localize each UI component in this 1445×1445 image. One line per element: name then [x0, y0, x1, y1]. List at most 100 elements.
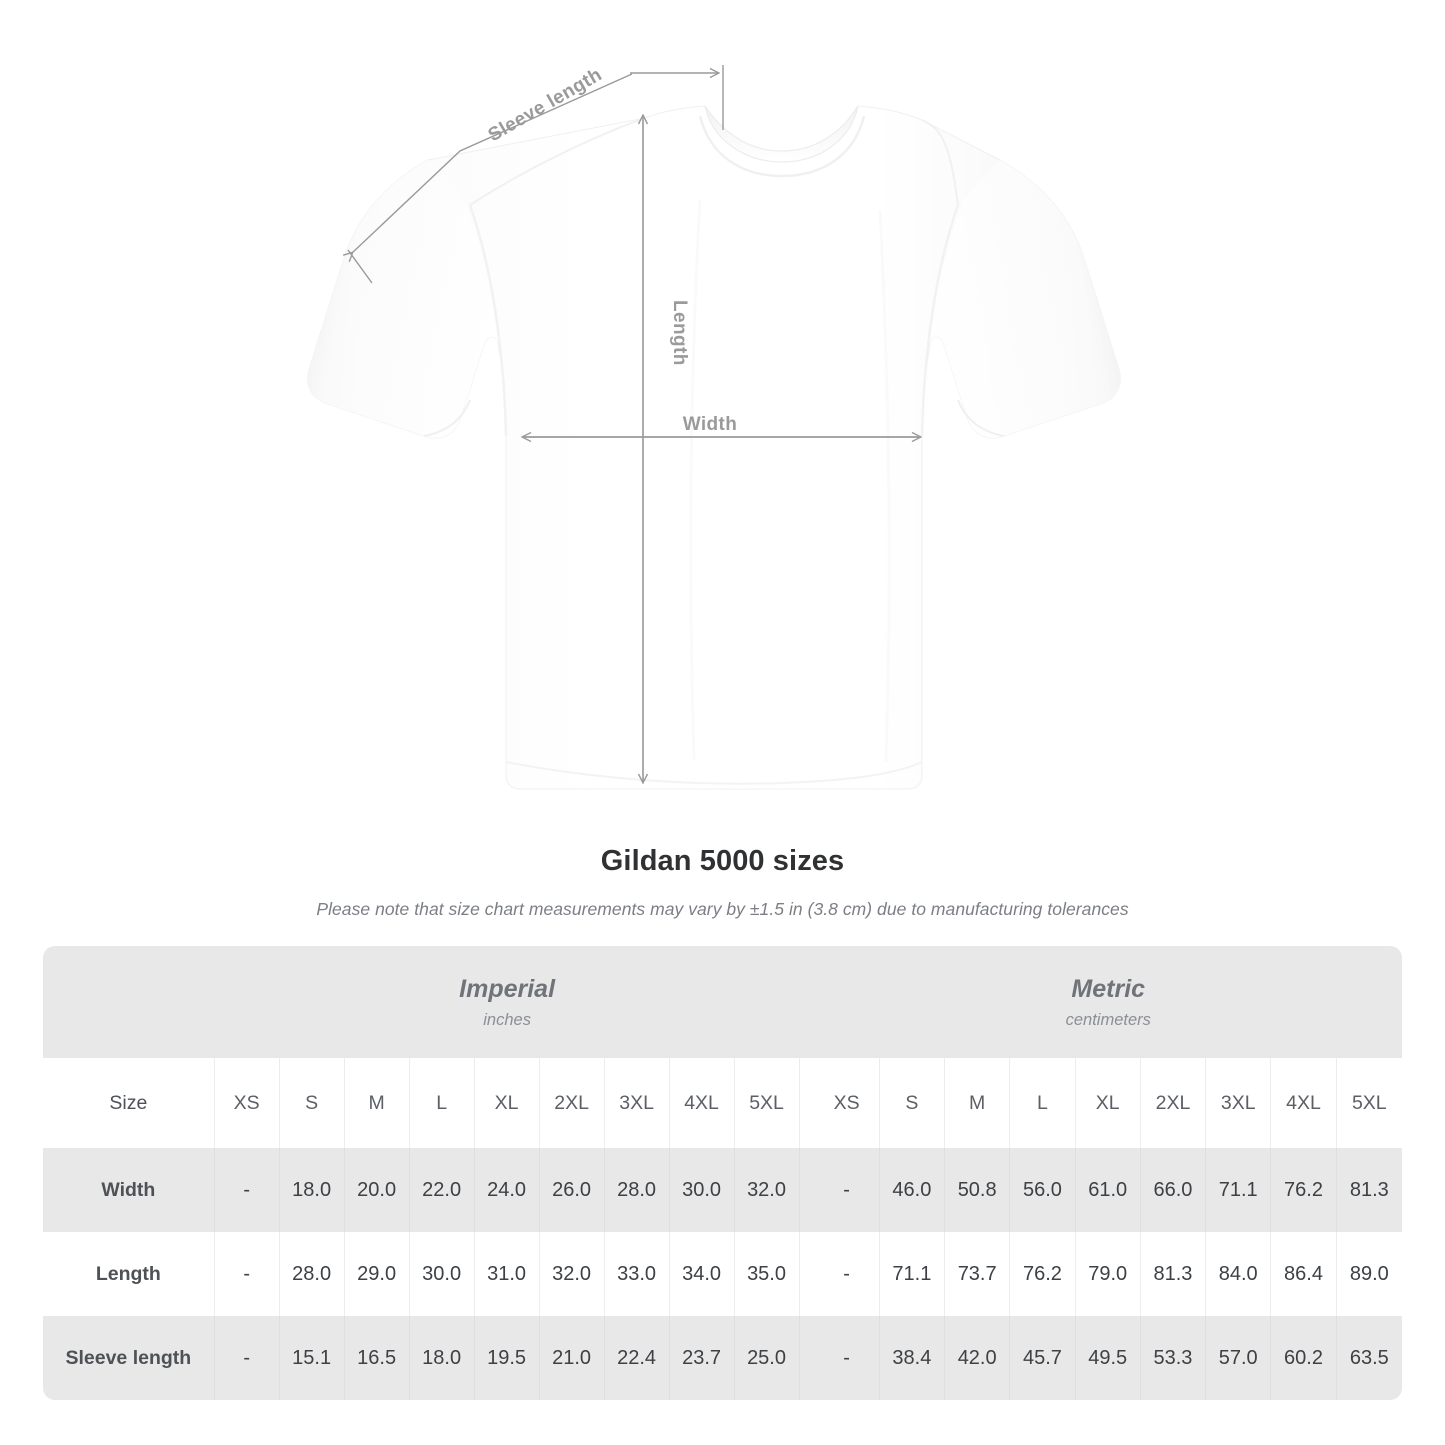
length-label: Length: [669, 300, 690, 366]
row-label-sleeve-length: Sleeve length: [43, 1316, 215, 1400]
cell-length-metric-xs: -: [814, 1232, 880, 1316]
cell-length-metric-3xl: 84.0: [1206, 1232, 1272, 1316]
size-header-metric-5xl: 5XL: [1336, 1058, 1402, 1148]
tolerance-note: Please note that size chart measurements…: [316, 899, 1129, 919]
cell-width-metric-2xl: 66.0: [1140, 1148, 1207, 1232]
cell-width-metric-5xl: 81.3: [1336, 1148, 1402, 1232]
title-block: Gildan 5000 sizes Please note that size …: [0, 845, 1445, 920]
unit-header-metric: Metric centimeters: [814, 946, 1402, 1058]
page-title: Gildan 5000 sizes: [600, 845, 845, 877]
size-header-metric-2xl: 2XL: [1140, 1058, 1207, 1148]
size-header-metric-4xl: 4XL: [1271, 1058, 1337, 1148]
width-label: Width: [683, 414, 738, 435]
cell-sleeve-gap: [799, 1316, 815, 1400]
cell-sleeve-metric-xl: 49.5: [1075, 1316, 1141, 1400]
size-header-imperial-4xl: 4XL: [669, 1058, 735, 1148]
cell-width-metric-s: 46.0: [879, 1148, 946, 1232]
tshirt-diagram: Sleeve length Length Width: [307, 64, 1121, 790]
size-header-label: Size: [43, 1058, 215, 1148]
size-header-imperial-m: M: [344, 1058, 410, 1148]
cell-sleeve-metric-5xl: 63.5: [1336, 1316, 1402, 1400]
cell-sleeve-metric-2xl: 53.3: [1140, 1316, 1207, 1400]
size-header-metric-m: M: [945, 1058, 1011, 1148]
cell-width-imperial-l: 22.0: [409, 1148, 475, 1232]
unit-header-imperial: Imperial inches: [214, 946, 800, 1058]
cell-width-metric-xs: -: [814, 1148, 880, 1232]
cell-length-metric-4xl: 86.4: [1271, 1232, 1337, 1316]
size-header-imperial-2xl: 2XL: [539, 1058, 605, 1148]
size-header-metric-s: S: [879, 1058, 946, 1148]
size-table: Imperial inches Metric centimeters Size …: [43, 946, 1402, 1400]
cell-sleeve-metric-3xl: 57.0: [1206, 1316, 1272, 1400]
sleeve-length-dimension: [348, 65, 724, 284]
cell-sleeve-imperial-2xl: 21.0: [539, 1316, 605, 1400]
size-header-gap: [799, 1058, 815, 1148]
unit-name-metric: Metric: [1071, 974, 1146, 1003]
size-header-imperial-s: S: [279, 1058, 345, 1148]
cell-sleeve-imperial-xs: -: [214, 1316, 280, 1400]
cell-length-metric-xl: 79.0: [1075, 1232, 1141, 1316]
cell-width-gap: [799, 1148, 815, 1232]
table-row: Length - 28.0 29.0 30.0 31.0 32.0 33.0 3…: [43, 1232, 1402, 1316]
cell-width-imperial-xs: -: [214, 1148, 280, 1232]
cell-length-imperial-xl: 31.0: [474, 1232, 540, 1316]
cell-length-metric-m: 73.7: [945, 1232, 1011, 1316]
cell-width-metric-m: 50.8: [945, 1148, 1011, 1232]
row-label-width: Width: [43, 1148, 215, 1232]
cell-sleeve-imperial-4xl: 23.7: [669, 1316, 735, 1400]
cell-sleeve-imperial-l: 18.0: [409, 1316, 475, 1400]
cell-sleeve-imperial-5xl: 25.0: [734, 1316, 800, 1400]
size-header-imperial-5xl: 5XL: [734, 1058, 800, 1148]
unit-sub-metric: centimeters: [1065, 1011, 1151, 1030]
table-row: Sleeve length - 15.1 16.5 18.0 19.5 21.0…: [43, 1316, 1402, 1400]
size-header-imperial-l: L: [409, 1058, 475, 1148]
cell-sleeve-metric-xs: -: [814, 1316, 880, 1400]
unit-sub-imperial: inches: [483, 1011, 531, 1030]
cell-width-imperial-s: 18.0: [279, 1148, 345, 1232]
cell-length-imperial-2xl: 32.0: [539, 1232, 605, 1316]
cell-length-imperial-3xl: 33.0: [604, 1232, 670, 1316]
size-header-metric-xl: XL: [1075, 1058, 1141, 1148]
row-label-length: Length: [43, 1232, 215, 1316]
cell-width-imperial-2xl: 26.0: [539, 1148, 605, 1232]
cell-length-metric-5xl: 89.0: [1336, 1232, 1402, 1316]
cell-length-imperial-s: 28.0: [279, 1232, 345, 1316]
cell-width-imperial-4xl: 30.0: [669, 1148, 735, 1232]
unit-name-imperial: Imperial: [459, 974, 556, 1003]
cell-sleeve-imperial-m: 16.5: [344, 1316, 410, 1400]
cell-sleeve-metric-l: 45.7: [1010, 1316, 1076, 1400]
cell-width-imperial-xl: 24.0: [474, 1148, 540, 1232]
table-row: Width - 18.0 20.0 22.0 24.0 26.0 28.0 30…: [43, 1148, 1402, 1232]
size-header-imperial-3xl: 3XL: [604, 1058, 670, 1148]
cell-length-imperial-l: 30.0: [409, 1232, 475, 1316]
cell-width-imperial-5xl: 32.0: [734, 1148, 800, 1232]
cell-sleeve-imperial-3xl: 22.4: [604, 1316, 670, 1400]
cell-length-imperial-xs: -: [214, 1232, 280, 1316]
cell-sleeve-metric-4xl: 60.2: [1271, 1316, 1337, 1400]
cell-length-gap: [799, 1232, 815, 1316]
cell-length-imperial-4xl: 34.0: [669, 1232, 735, 1316]
measurement-lines: [348, 65, 920, 782]
cell-width-metric-l: 56.0: [1010, 1148, 1076, 1232]
size-header-metric-l: L: [1010, 1058, 1076, 1148]
cell-width-imperial-3xl: 28.0: [604, 1148, 670, 1232]
cell-length-metric-2xl: 81.3: [1140, 1232, 1207, 1316]
size-header-metric-3xl: 3XL: [1206, 1058, 1272, 1148]
size-header-imperial-xs: XS: [214, 1058, 280, 1148]
cell-sleeve-metric-s: 38.4: [879, 1316, 946, 1400]
size-table-wrapper: Imperial inches Metric centimeters Size …: [43, 946, 1402, 1400]
cell-sleeve-metric-m: 42.0: [945, 1316, 1011, 1400]
tshirt-illustration: [307, 105, 1121, 790]
unit-header-gap: [799, 946, 815, 1058]
unit-header-row: Imperial inches Metric centimeters: [43, 946, 1402, 1058]
cell-length-metric-l: 76.2: [1010, 1232, 1076, 1316]
cell-length-imperial-m: 29.0: [344, 1232, 410, 1316]
size-header-imperial-xl: XL: [474, 1058, 540, 1148]
cell-width-metric-3xl: 71.1: [1206, 1148, 1272, 1232]
cell-length-metric-s: 71.1: [879, 1232, 946, 1316]
unit-header-spacer: [43, 946, 215, 1058]
cell-width-imperial-m: 20.0: [344, 1148, 410, 1232]
size-header-metric-xs: XS: [814, 1058, 880, 1148]
size-header-row: Size XS S M L XL 2XL 3XL 4XL 5XL XS S M …: [43, 1058, 1402, 1148]
